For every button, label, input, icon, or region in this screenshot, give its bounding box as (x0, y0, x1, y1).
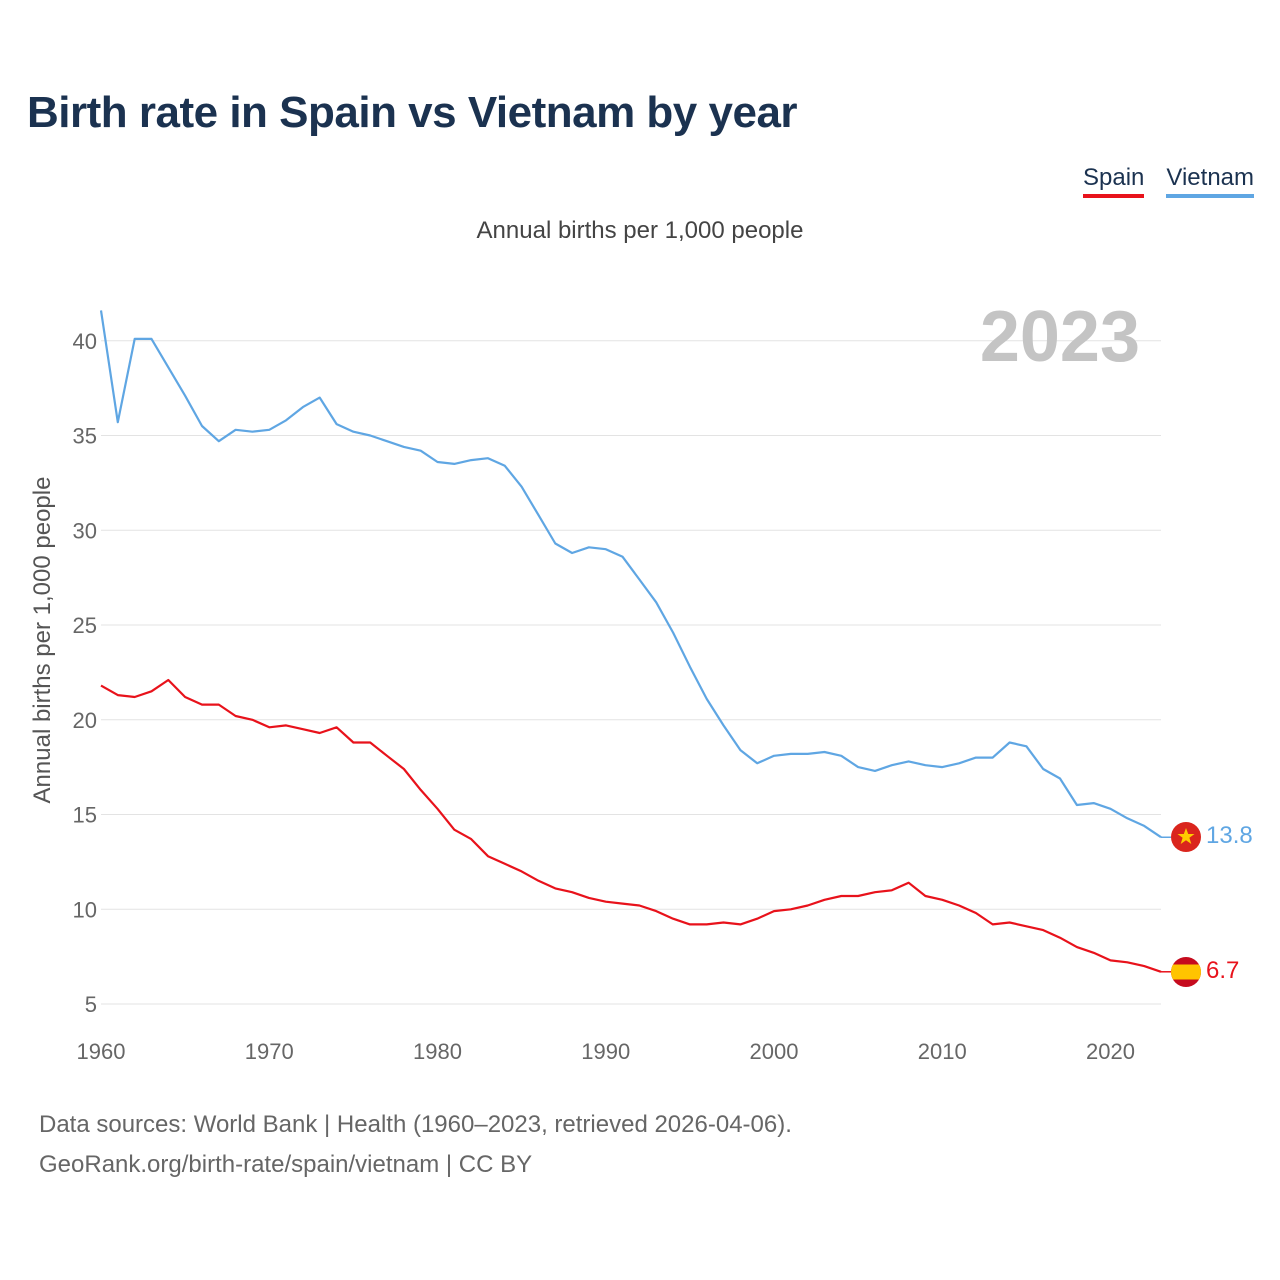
series-line-vietnam[interactable] (99, 310, 1162, 839)
x-tick-label: 2010 (918, 1039, 967, 1064)
y-tick-label: 25 (73, 613, 97, 638)
source-note: Data sources: World Bank | Health (1960–… (39, 1105, 792, 1185)
y-tick-label: 20 (73, 708, 97, 733)
series-line-spain[interactable] (100, 678, 1162, 973)
x-axis-ticks: 1960 1970 1980 1990 2000 2010 2020 (77, 1039, 1135, 1064)
legend-item-vietnam[interactable]: Vietnam (1166, 164, 1254, 198)
x-tick-label: 2000 (750, 1039, 799, 1064)
legend-item-spain[interactable]: Spain (1083, 164, 1145, 198)
end-label-spain: 6.7 (1206, 957, 1239, 984)
y-tick-label: 5 (85, 992, 97, 1017)
series-lines (99, 310, 1171, 973)
x-tick-label: 1980 (413, 1039, 462, 1064)
legend: Spain Vietnam (1083, 164, 1254, 198)
x-tick-label: 1960 (77, 1039, 126, 1064)
year-watermark: 2023 (980, 297, 1140, 377)
y-tick-label: 10 (73, 897, 97, 922)
x-tick-label: 2020 (1086, 1039, 1135, 1064)
y-tick-label: 40 (73, 329, 97, 354)
chart-title: Birth rate in Spain vs Vietnam by year (27, 88, 798, 137)
grid-lines (101, 340, 1161, 1005)
x-tick-label: 1970 (245, 1039, 294, 1064)
end-markers: 13.8 6.7 (1171, 822, 1253, 987)
end-label-vietnam: 13.8 (1206, 822, 1253, 849)
y-tick-label: 15 (73, 803, 97, 828)
x-tick-label: 1990 (581, 1039, 630, 1064)
vietnam-flag-icon (1171, 822, 1201, 852)
source-line-1: Data sources: World Bank | Health (1960–… (39, 1111, 792, 1138)
y-tick-label: 30 (73, 518, 97, 543)
y-axis-ticks: 5 10 15 20 25 30 35 40 (73, 329, 97, 1017)
chart-subtitle: Annual births per 1,000 people (476, 217, 804, 244)
y-axis-label: Annual births per 1,000 people (29, 477, 56, 804)
source-line-2[interactable]: GeoRank.org/birth-rate/spain/vietnam | C… (39, 1151, 533, 1178)
spain-flag-icon (1171, 957, 1201, 987)
y-tick-label: 35 (73, 424, 97, 449)
